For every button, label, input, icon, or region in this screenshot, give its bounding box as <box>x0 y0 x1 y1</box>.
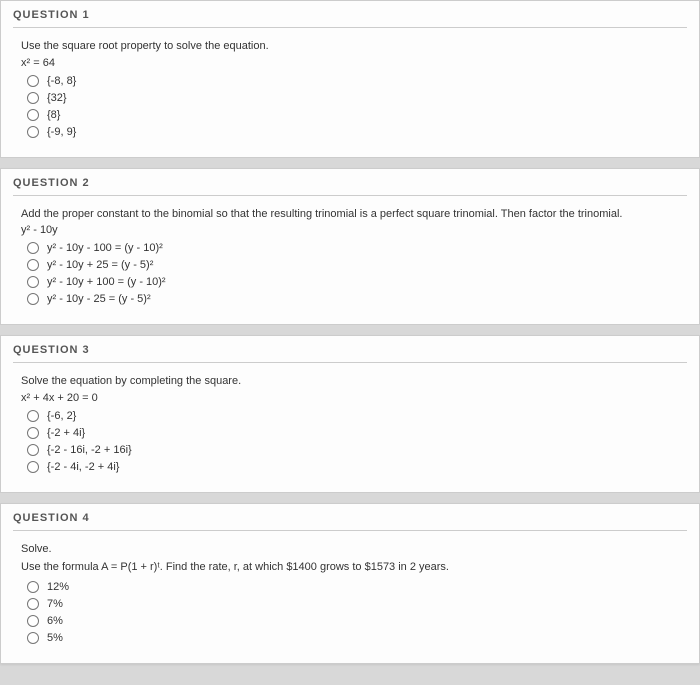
option-label: 6% <box>47 615 63 627</box>
question-4-options: 12% 7% 6% 5% <box>27 581 687 644</box>
question-1: QUESTION 1 Use the square root property … <box>0 0 700 158</box>
option-row: y² - 10y + 25 = (y - 5)² <box>27 259 687 271</box>
question-2-options: y² - 10y - 100 = (y - 10)² y² - 10y + 25… <box>27 242 687 305</box>
radio-button[interactable] <box>27 242 39 254</box>
option-label: 5% <box>47 632 63 644</box>
radio-button[interactable] <box>27 126 39 138</box>
radio-button[interactable] <box>27 92 39 104</box>
question-3-expression: x² + 4x + 20 = 0 <box>21 392 687 404</box>
option-label: 7% <box>47 598 63 610</box>
divider <box>0 158 700 168</box>
option-row: 7% <box>27 598 687 610</box>
option-label: y² - 10y + 25 = (y - 5)² <box>47 259 153 271</box>
option-label: {-6, 2} <box>47 410 76 422</box>
question-3-options: {-6, 2} {-2 + 4i} {-2 - 16i, -2 + 16i} {… <box>27 410 687 473</box>
question-4: QUESTION 4 Solve. Use the formula A = P(… <box>0 503 700 664</box>
option-label: {32} <box>47 92 67 104</box>
question-2: QUESTION 2 Add the proper constant to th… <box>0 168 700 326</box>
radio-button[interactable] <box>27 461 39 473</box>
option-label: {-8, 8} <box>47 75 76 87</box>
question-2-title: QUESTION 2 <box>13 177 687 196</box>
question-1-expression: x² = 64 <box>21 57 687 69</box>
question-4-prompt-1: Solve. <box>21 541 687 558</box>
option-row: y² - 10y + 100 = (y - 10)² <box>27 276 687 288</box>
option-label: {-2 + 4i} <box>47 427 85 439</box>
radio-button[interactable] <box>27 75 39 87</box>
option-row: 6% <box>27 615 687 627</box>
question-3-title: QUESTION 3 <box>13 344 687 363</box>
question-4-title: QUESTION 4 <box>13 512 687 531</box>
question-1-options: {-8, 8} {32} {8} {-9, 9} <box>27 75 687 138</box>
question-3-prompt: Solve the equation by completing the squ… <box>21 373 687 390</box>
option-row: {-8, 8} <box>27 75 687 87</box>
radio-button[interactable] <box>27 444 39 456</box>
option-row: {-9, 9} <box>27 126 687 138</box>
question-1-title: QUESTION 1 <box>13 9 687 28</box>
radio-button[interactable] <box>27 293 39 305</box>
divider <box>0 493 700 503</box>
option-row: {-2 - 4i, -2 + 4i} <box>27 461 687 473</box>
question-2-prompt: Add the proper constant to the binomial … <box>21 206 687 223</box>
option-row: 12% <box>27 581 687 593</box>
option-row: y² - 10y - 25 = (y - 5)² <box>27 293 687 305</box>
question-4-prompt-2: Use the formula A = P(1 + r)ᵗ. Find the … <box>21 559 687 576</box>
option-row: {-6, 2} <box>27 410 687 422</box>
option-row: {8} <box>27 109 687 121</box>
question-2-expression: y² - 10y <box>21 224 687 236</box>
radio-button[interactable] <box>27 615 39 627</box>
option-row: {32} <box>27 92 687 104</box>
radio-button[interactable] <box>27 410 39 422</box>
radio-button[interactable] <box>27 259 39 271</box>
radio-button[interactable] <box>27 581 39 593</box>
radio-button[interactable] <box>27 598 39 610</box>
divider <box>0 325 700 335</box>
option-label: y² - 10y + 100 = (y - 10)² <box>47 276 166 288</box>
option-label: y² - 10y - 25 = (y - 5)² <box>47 293 151 305</box>
option-label: {8} <box>47 109 60 121</box>
option-row: 5% <box>27 632 687 644</box>
radio-button[interactable] <box>27 276 39 288</box>
option-label: 12% <box>47 581 69 593</box>
option-label: {-2 - 16i, -2 + 16i} <box>47 444 132 456</box>
radio-button[interactable] <box>27 632 39 644</box>
option-label: {-2 - 4i, -2 + 4i} <box>47 461 119 473</box>
radio-button[interactable] <box>27 109 39 121</box>
option-label: y² - 10y - 100 = (y - 10)² <box>47 242 163 254</box>
radio-button[interactable] <box>27 427 39 439</box>
option-label: {-9, 9} <box>47 126 76 138</box>
option-row: y² - 10y - 100 = (y - 10)² <box>27 242 687 254</box>
option-row: {-2 - 16i, -2 + 16i} <box>27 444 687 456</box>
question-3: QUESTION 3 Solve the equation by complet… <box>0 335 700 493</box>
question-1-prompt: Use the square root property to solve th… <box>21 38 687 55</box>
option-row: {-2 + 4i} <box>27 427 687 439</box>
